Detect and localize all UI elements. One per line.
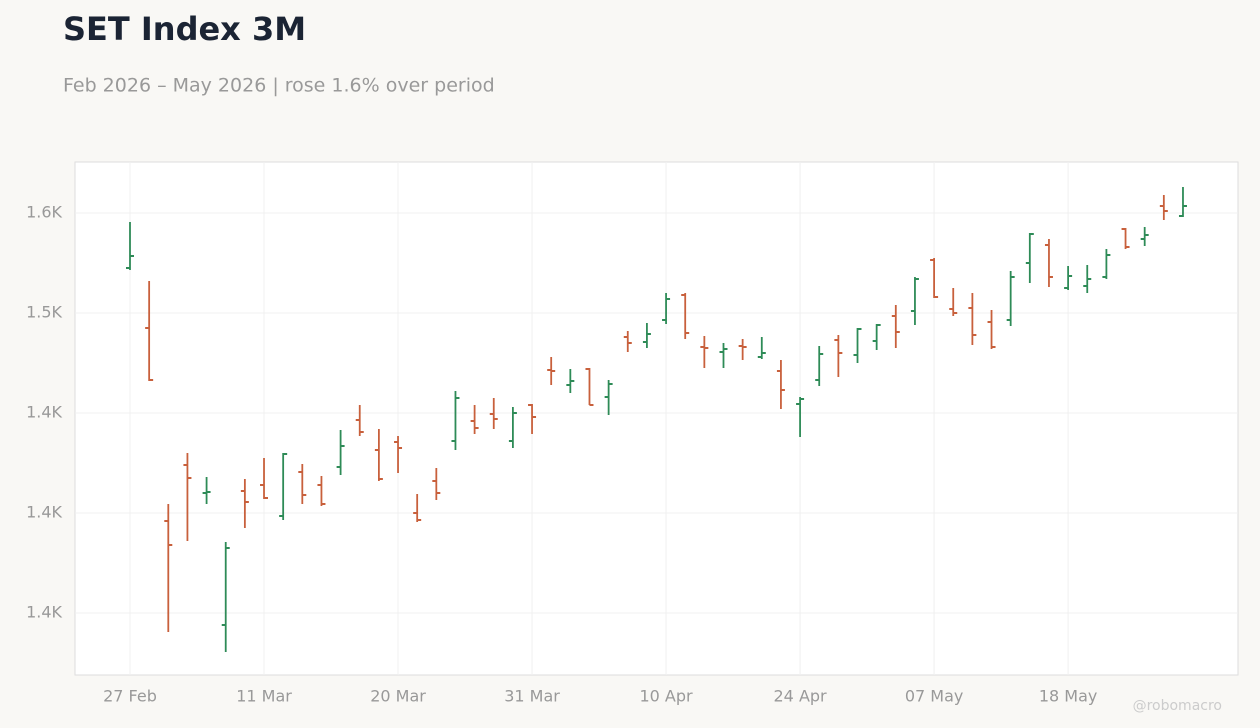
x-tick-label: 20 Mar (370, 687, 426, 706)
y-tick-label: 1.4K (26, 603, 62, 622)
chart-subtitle: Feb 2026 – May 2026 | rose 1.6% over per… (63, 75, 495, 97)
x-tick-label: 10 Apr (639, 687, 693, 706)
x-tick-label: 31 Mar (504, 687, 560, 706)
x-tick-label: 24 Apr (774, 687, 828, 706)
y-tick-label: 1.5K (26, 303, 62, 322)
y-tick-label: 1.4K (26, 403, 62, 422)
x-tick-label: 27 Feb (103, 687, 157, 706)
y-tick-label: 1.6K (26, 203, 62, 222)
x-tick-label: 11 Mar (236, 687, 292, 706)
x-tick-label: 18 May (1039, 687, 1098, 706)
chart-title: SET Index 3M (63, 10, 306, 48)
plot-area (74, 161, 1239, 676)
y-tick-label: 1.4K (26, 503, 62, 522)
watermark: @robomacro (1133, 698, 1222, 714)
x-tick-label: 07 May (905, 687, 964, 706)
